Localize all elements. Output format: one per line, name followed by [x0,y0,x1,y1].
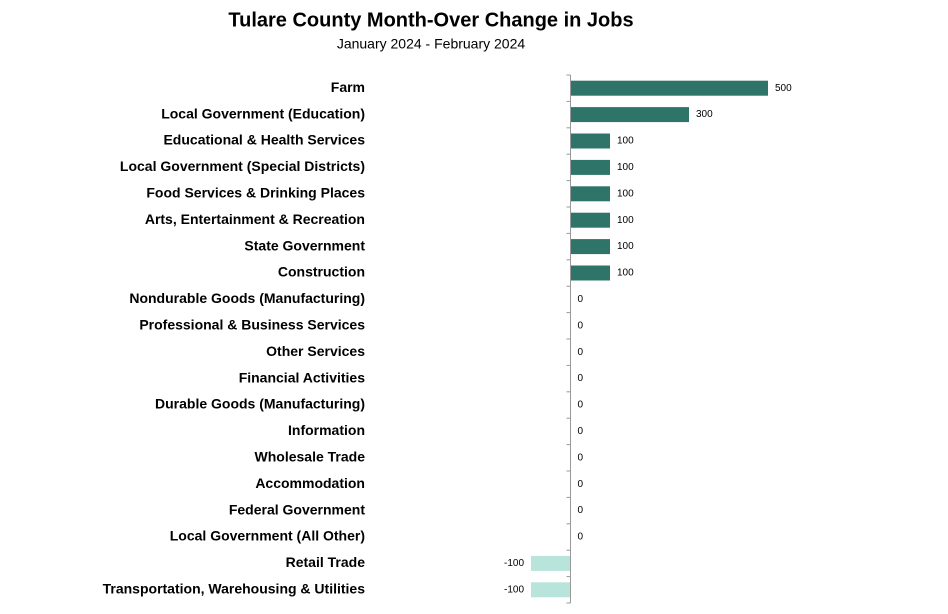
data-label: 0 [578,320,584,331]
bar [570,265,610,281]
data-label: 0 [578,426,584,437]
category-label: Retail Trade [286,554,366,570]
data-label: 0 [578,452,584,463]
category-label: Information [288,422,365,438]
category-label: Local Government (Special Districts) [120,158,365,174]
data-label: 0 [578,294,584,305]
category-label: Professional & Business Services [139,317,365,333]
category-label: Construction [278,264,365,280]
category-label: Accommodation [255,475,365,491]
chart-title: Tulare County Month-Over Change in Jobs [228,9,633,31]
category-label: Educational & Health Services [163,132,365,148]
bar [570,212,610,228]
category-label: Durable Goods (Manufacturing) [155,396,365,412]
bar [570,239,610,255]
data-label: 100 [617,268,634,279]
bar [570,186,610,202]
category-label: Financial Activities [239,369,366,385]
data-label: 100 [617,188,634,199]
data-label: -100 [504,584,524,595]
data-label: 100 [617,162,634,173]
data-label: 0 [578,505,584,516]
bar [570,133,610,149]
category-label: Nondurable Goods (Manufacturing) [129,290,365,306]
category-label: Federal Government [229,501,365,517]
data-label: 100 [617,136,634,147]
data-label: 100 [617,241,634,252]
category-label: Wholesale Trade [255,449,366,465]
bar [531,555,571,571]
data-label: 0 [578,373,584,384]
data-label: 0 [578,532,584,543]
category-label: Arts, Entertainment & Recreation [145,211,365,227]
category-label: Local Government (Education) [161,105,365,121]
category-label: Farm [331,79,365,95]
chart-subtitle: January 2024 - February 2024 [337,36,526,52]
category-label: Local Government (All Other) [170,528,365,544]
data-label: 500 [775,83,792,94]
data-label: 0 [578,347,584,358]
category-label: Food Services & Drinking Places [146,185,365,201]
data-label: 300 [696,109,713,120]
category-label: Transportation, Warehousing & Utilities [103,581,366,597]
category-label: Other Services [266,343,365,359]
bar [570,80,768,96]
data-label: 100 [617,215,634,226]
bar [531,582,571,598]
bar [570,107,689,123]
category-label: State Government [244,237,365,253]
data-label: -100 [504,558,524,569]
bar [570,159,610,175]
data-label: 0 [578,479,584,490]
data-label: 0 [578,400,584,411]
